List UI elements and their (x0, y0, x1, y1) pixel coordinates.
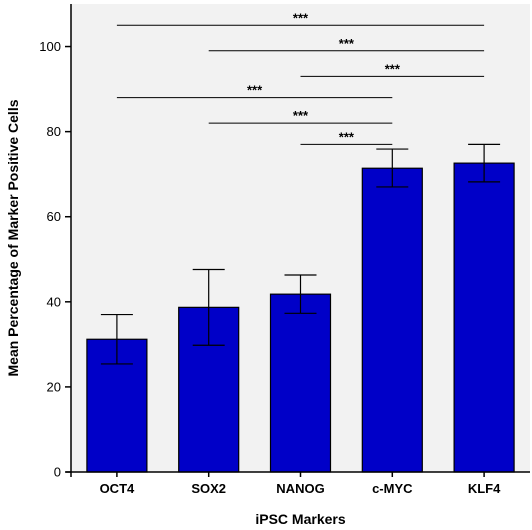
x-tick-label-c-myc: c-MYC (372, 481, 413, 496)
bar-nanog (269, 293, 332, 473)
error-bars (100, 143, 501, 365)
y-axis-ticks: 0 20 40 60 80 100 (39, 39, 71, 480)
significance-label: *** (339, 36, 355, 51)
x-tick-label-oct4: OCT4 (100, 481, 135, 496)
significance-oct4-klf4: *** (116, 10, 485, 26)
significance-label: *** (339, 129, 355, 144)
bar-klf4 (453, 162, 515, 473)
x-axis-title: iPSC Markers (255, 511, 345, 527)
error-bar-klf4 (468, 143, 501, 183)
y-tick-label: 20 (47, 379, 61, 394)
error-bar-oct4 (100, 313, 133, 365)
error-bar-sox2 (192, 268, 225, 346)
x-axis-tick-labels: OCT4 SOX2 NANOG c-MYC KLF4 (100, 472, 501, 496)
y-tick-label: 100 (39, 39, 61, 54)
significance-sox2-c-myc: *** (208, 108, 393, 124)
y-tick-label: 80 (47, 124, 61, 139)
bar-c-myc (361, 167, 423, 473)
significance-oct4-c-myc: *** (116, 83, 393, 99)
significance-brackets: *** *** *** *** *** *** (116, 10, 485, 145)
significance-label: *** (385, 61, 401, 76)
significance-sox2-klf4: *** (208, 36, 485, 52)
y-tick-label: 40 (47, 294, 61, 309)
significance-label: *** (293, 10, 309, 25)
y-tick-label: 0 (54, 465, 61, 480)
y-axis-title: Mean Percentage of Marker Positive Cells (5, 99, 21, 376)
error-bar-c-myc (376, 148, 409, 188)
error-bar-nanog (284, 274, 317, 314)
significance-label: *** (247, 83, 263, 98)
x-tick-label-nanog: NANOG (276, 481, 324, 496)
x-tick-label-klf4: KLF4 (468, 481, 501, 496)
significance-nanog-c-myc: *** (300, 129, 393, 145)
y-tick-label: 60 (47, 209, 61, 224)
significance-nanog-klf4: *** (300, 61, 485, 77)
significance-label: *** (293, 108, 309, 123)
x-tick-label-sox2: SOX2 (191, 481, 226, 496)
